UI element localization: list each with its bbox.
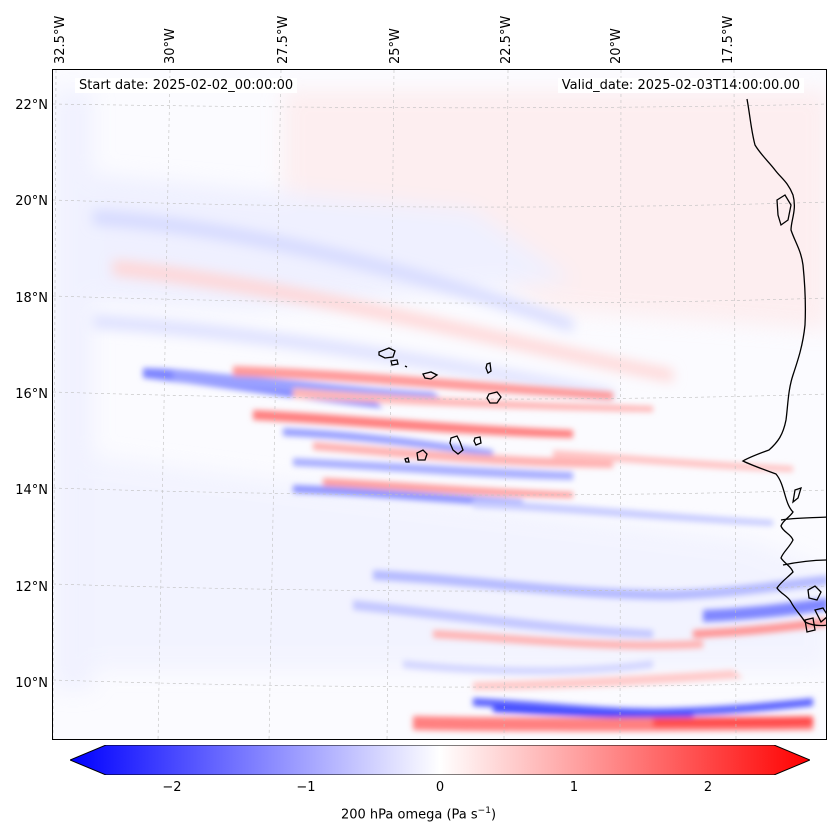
lat-label-14n: 14°N — [15, 483, 48, 498]
lon-label-22-5w: 22.5°W — [499, 15, 514, 64]
omega-field — [53, 70, 826, 739]
map-panel[interactable]: Start date: 2025-02-02_00:00:00 Valid_da… — [52, 69, 827, 740]
start-date-label: Start date: 2025-02-02_00:00:00 — [75, 78, 298, 93]
colorbar-tick: −2 — [162, 780, 182, 795]
lat-label-12n: 12°N — [15, 580, 48, 595]
colorbar-tick: −1 — [296, 780, 316, 795]
lon-label-20w: 20°W — [609, 28, 624, 64]
cape-verde-islands — [378, 347, 502, 463]
valid-date-label: Valid_date: 2025-02-03T14:00:00.00 — [557, 78, 804, 93]
lat-label-22n: 22°N — [15, 98, 48, 113]
lon-label-30w: 30°W — [163, 28, 178, 64]
colorbar — [70, 745, 810, 775]
lat-label-20n: 20°N — [15, 194, 48, 209]
colorbar-tick: 0 — [435, 780, 445, 795]
colorbar-tick: 2 — [703, 780, 713, 795]
colorbar-tick: 1 — [569, 780, 579, 795]
lat-label-10n: 10°N — [15, 676, 48, 691]
lon-label-27-5w: 27.5°W — [276, 15, 291, 64]
african-coastline — [741, 98, 826, 633]
lon-label-25w: 25°W — [388, 28, 403, 64]
lat-label-18n: 18°N — [15, 291, 48, 306]
lon-label-17-5w: 17.5°W — [721, 15, 736, 64]
colorbar-gradient — [70, 745, 810, 775]
colorbar-label: 200 hPa omega (Pa s−1) — [340, 806, 497, 823]
lat-label-16n: 16°N — [15, 387, 48, 402]
lon-label-32-5w: 32.5°W — [53, 15, 68, 64]
